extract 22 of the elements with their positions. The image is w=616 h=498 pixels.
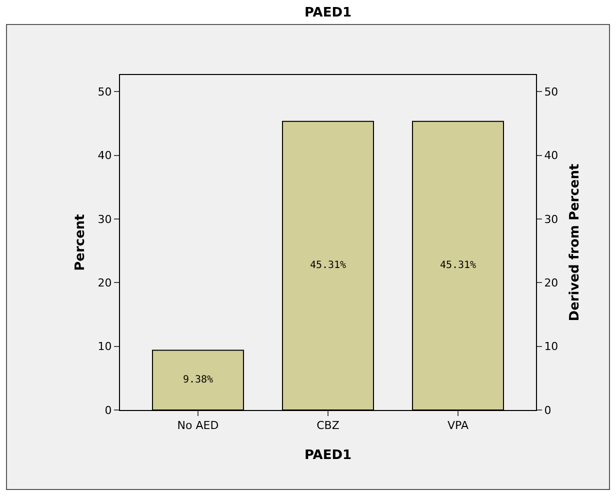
chart-title: PAED1 [304, 6, 352, 21]
y-axis-title: Percent [73, 214, 88, 271]
y2-axis-title: Derived from Percent [568, 164, 582, 322]
x-tick-label: VPA [448, 419, 469, 432]
y2-tick-label: 40 [544, 149, 558, 162]
x-axis-title: PAED1 [304, 448, 352, 463]
data-label: 9.38% [182, 374, 214, 386]
y-tick-label: 40 [98, 149, 112, 162]
y-tick-label: 30 [98, 212, 112, 226]
x-tick-label: CBZ [316, 419, 340, 432]
y2-tick-label: 30 [544, 212, 558, 226]
y-tick-label: 20 [98, 276, 112, 290]
y2-tick-label: 20 [544, 276, 558, 290]
x-tick-label: No AED [177, 419, 219, 432]
y2-tick-label: 10 [544, 340, 558, 354]
y-tick-label: 10 [98, 340, 112, 354]
y2-tick-label: 0 [544, 404, 552, 417]
data-label: 45.31% [310, 260, 346, 272]
data-label: 45.31% [440, 260, 476, 272]
y2-tick-label: 50 [544, 85, 558, 98]
y-tick-label: 50 [98, 85, 112, 98]
y-tick-label: 0 [104, 404, 112, 417]
